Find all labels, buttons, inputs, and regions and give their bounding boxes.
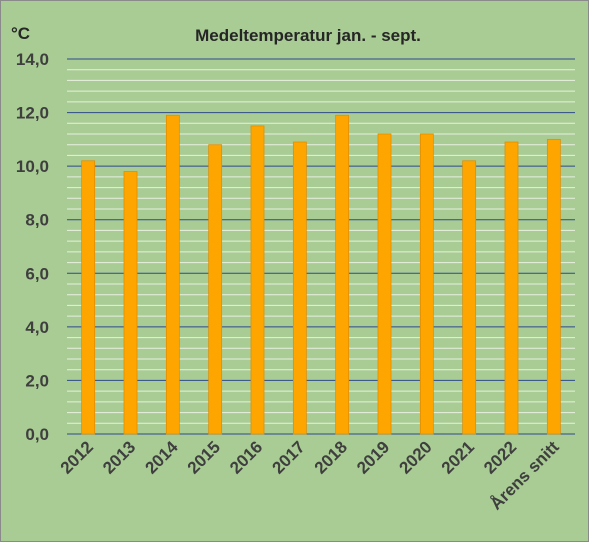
bar [377,133,392,435]
y-tick-label: 6,0 [25,264,49,283]
bar [81,160,96,435]
y-tick-label: 4,0 [25,318,49,337]
y-axis-ticks: 0,0 2,0 4,0 6,0 8,0 10,0 12,0 14,0 [16,50,49,444]
bar [165,114,180,435]
bar [123,171,138,435]
y-tick-label: 12,0 [16,104,49,123]
bar [546,138,561,435]
bar [419,133,434,435]
y-tick-label: 8,0 [25,211,49,230]
x-tick-label: 2021 [438,437,478,477]
y-axis-unit-label: °C [11,24,30,43]
x-tick-label: 2016 [226,437,266,477]
x-tick-label: 2014 [141,437,182,478]
bar [504,141,519,435]
x-axis-ticks: 2012 2013 2014 2015 2016 2017 2018 2019 2020 2021… [57,437,563,514]
x-tick-label: 2017 [268,437,308,477]
x-tick-label: 2015 [184,437,224,477]
bar [208,144,223,435]
bar [462,160,477,435]
x-tick-label: 2019 [353,437,393,477]
y-tick-label: 14,0 [16,50,49,69]
bars [81,114,561,435]
gridlines [67,58,575,435]
y-tick-label: 2,0 [25,371,49,390]
y-tick-label: 0,0 [25,425,49,444]
x-tick-label: 2020 [395,437,435,477]
x-tick-label: 2018 [311,437,351,477]
bar [292,141,307,435]
x-tick-label: 2012 [57,437,97,477]
y-tick-label: 10,0 [16,157,49,176]
x-tick-label: 2013 [99,437,139,477]
chart-title: Medeltemperatur jan. - sept. [195,26,421,45]
bar [335,114,350,435]
bar [250,125,265,435]
